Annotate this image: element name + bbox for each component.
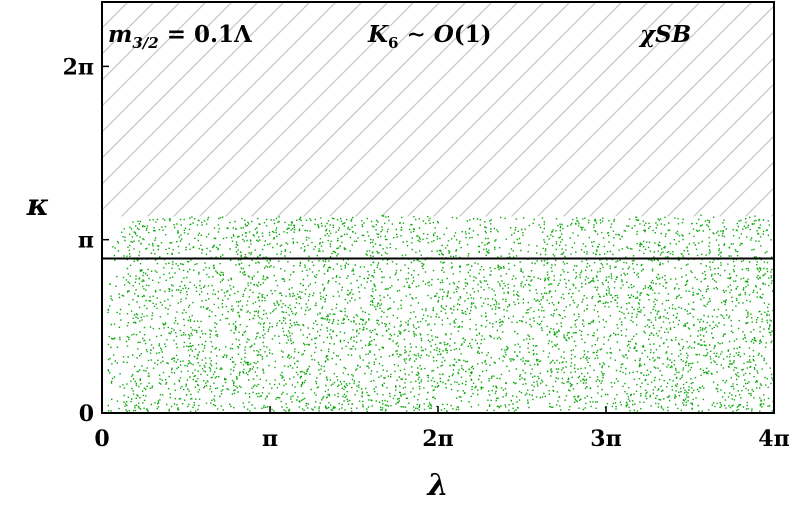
y-axis-title: κ <box>26 188 50 223</box>
y-axis-ticks: 0 π 2π <box>63 54 109 427</box>
x-tick-label: 4π <box>758 426 789 452</box>
y-tick-label: 2π <box>63 54 94 80</box>
x-tick-label: 3π <box>590 426 621 452</box>
annotation-gravitino-mass: m3/2 = 0.1Λ <box>108 21 253 52</box>
annotation-k6: K6 ∼ O(1) <box>367 21 492 52</box>
excluded-region-hatch <box>102 2 774 217</box>
x-tick-label: π <box>262 426 278 452</box>
x-axis-title: λ <box>425 468 448 503</box>
annotation-chisb: χSB <box>638 21 691 48</box>
scatter-point-cloud <box>107 214 774 413</box>
y-tick-label: π <box>78 228 94 254</box>
y-tick-label: 0 <box>79 401 94 427</box>
scatter-points <box>107 214 774 413</box>
x-tick-label: 0 <box>94 426 109 452</box>
x-tick-label: 2π <box>422 426 453 452</box>
x-axis-ticks: 0 π 2π 3π 4π <box>94 406 790 452</box>
